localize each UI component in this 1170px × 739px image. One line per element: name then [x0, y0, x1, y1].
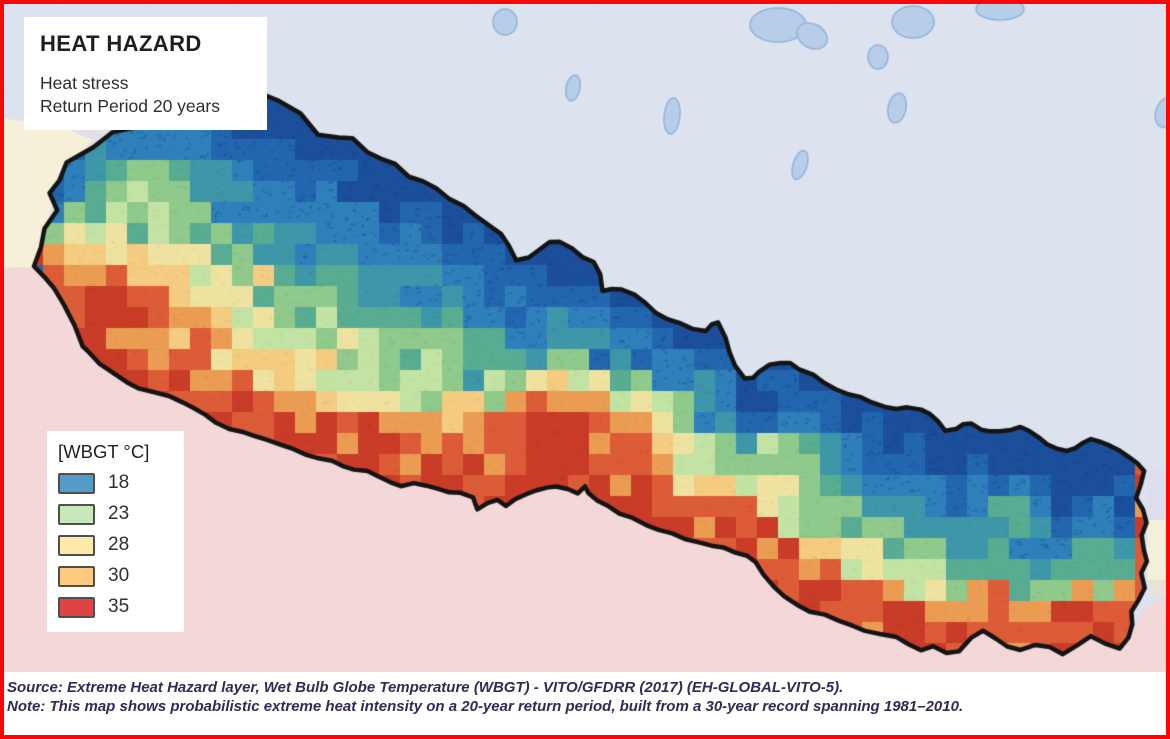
legend-swatch [58, 565, 95, 587]
legend-swatch [58, 472, 95, 494]
legend-swatch [58, 596, 95, 618]
note-line: Note: This map shows probabilistic extre… [7, 698, 964, 716]
map-title: HEAT HAZARD [40, 31, 202, 56]
legend-items: 18 23 28 30 35 [58, 472, 176, 618]
map-subtitle-return-period: Return Period 20 years [40, 96, 220, 117]
legend-value: 30 [108, 565, 130, 586]
legend-value: 35 [108, 596, 130, 617]
caption: Source: Extreme Heat Hazard layer, Wet B… [7, 678, 1163, 716]
legend-item-35: 35 [58, 596, 176, 618]
legend-value: 18 [108, 472, 130, 493]
legend-swatch [58, 503, 95, 525]
legend-item-28: 28 [58, 534, 176, 556]
legend-value: 23 [108, 503, 130, 524]
legend-swatch [58, 534, 95, 556]
source-line: Source: Extreme Heat Hazard layer, Wet B… [7, 679, 844, 696]
legend: [WBGT °C] 18 23 28 30 35 [47, 431, 184, 632]
legend-title: [WBGT °C] [58, 441, 150, 462]
legend-value: 28 [108, 534, 130, 555]
legend-item-23: 23 [58, 503, 176, 525]
title-box: HEAT HAZARD Heat stress Return Period 20… [24, 17, 267, 131]
legend-item-30: 30 [58, 565, 176, 587]
legend-item-18: 18 [58, 472, 176, 494]
map-subtitle-hazard-type: Heat stress [40, 73, 129, 93]
